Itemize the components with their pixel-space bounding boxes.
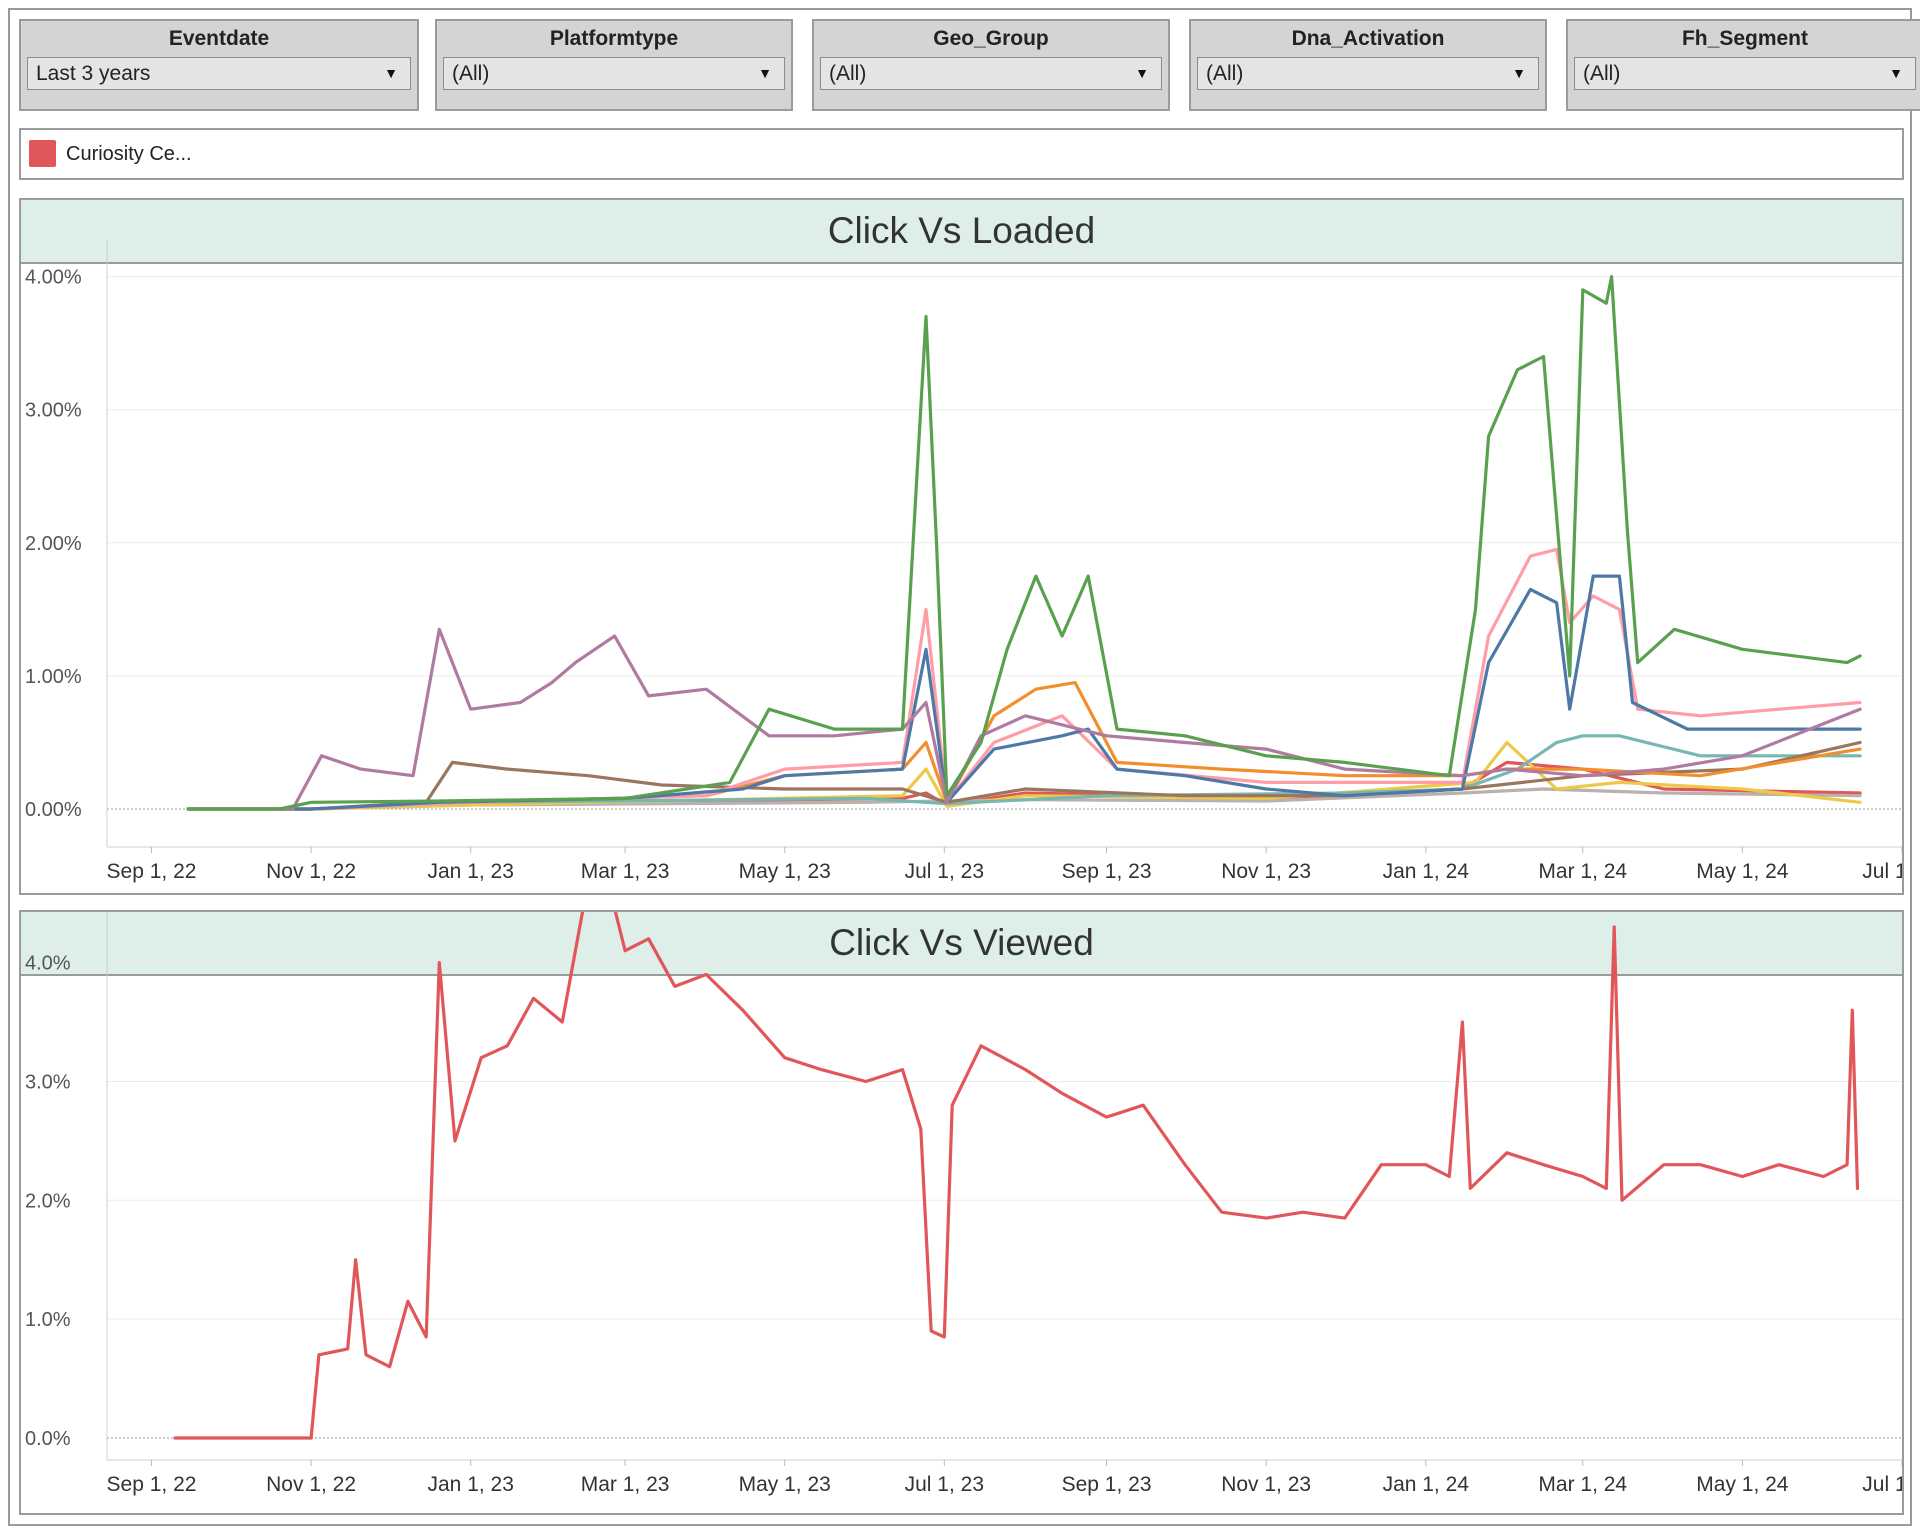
x-tick-label: Sep 1, 23	[1062, 860, 1152, 883]
x-tick-label: Nov 1, 23	[1221, 1473, 1311, 1496]
y-tick-label: 0.0%	[25, 1428, 71, 1450]
x-tick-label: Sep 1, 22	[107, 1473, 197, 1496]
series-line[interactable]	[186, 275, 1862, 811]
chart-title: Click Vs Viewed	[21, 912, 1902, 976]
x-tick-label: Jul 1, 23	[905, 860, 984, 883]
series-line[interactable]	[186, 627, 1862, 811]
series-line[interactable]	[186, 740, 1862, 811]
filter-platformtype: Platformtype (All) ▼	[435, 19, 793, 111]
x-tick-label: May 1, 24	[1696, 860, 1789, 883]
filter-dropdown[interactable]: (All) ▼	[1197, 57, 1539, 90]
y-tick-label: 3.00%	[25, 400, 82, 422]
filter-value: (All)	[1583, 62, 1621, 85]
legend-label[interactable]: Curiosity Ce...	[66, 143, 192, 165]
filter-fh-segment: Fh_Segment (All) ▼	[1566, 19, 1920, 111]
x-tick-label: Jul 1, 24	[1862, 1473, 1902, 1496]
x-tick-label: Mar 1, 23	[581, 1473, 670, 1496]
x-tick-label: May 1, 23	[739, 860, 831, 883]
filter-title: Platformtype	[549, 27, 679, 50]
color-legend: Curiosity Ce...	[19, 128, 1904, 180]
x-tick-label: Nov 1, 22	[266, 860, 356, 883]
chevron-down-icon[interactable]: ▼	[1512, 65, 1526, 81]
y-tick-label: 4.00%	[25, 267, 82, 289]
filter-dropdown[interactable]: (All) ▼	[820, 57, 1162, 90]
x-tick-label: Jul 1, 24	[1862, 860, 1902, 883]
x-tick-label: Jan 1, 23	[428, 860, 514, 883]
filter-dropdown[interactable]: (All) ▼	[443, 57, 785, 90]
x-tick-label: Nov 1, 23	[1221, 860, 1311, 883]
x-tick-label: Jan 1, 24	[1383, 860, 1470, 883]
series-line[interactable]	[173, 912, 1860, 1440]
x-tick-label: Sep 1, 23	[1062, 1473, 1152, 1496]
filter-dropdown[interactable]: (All) ▼	[1574, 57, 1916, 90]
x-tick-label: Nov 1, 22	[266, 1473, 356, 1496]
y-tick-label: 4.0%	[25, 953, 71, 975]
filter-value: (All)	[452, 62, 490, 85]
chevron-down-icon[interactable]: ▼	[1889, 65, 1903, 81]
filter-title: Dna_Activation	[1291, 27, 1445, 50]
y-tick-label: 2.00%	[25, 533, 82, 555]
x-tick-label: Sep 1, 22	[107, 860, 197, 883]
click-vs-viewed-panel: Click Vs Viewed 0.0%1.0%2.0%3.0%4.0%5.0%…	[19, 910, 1904, 1515]
y-tick-label: 0.00%	[25, 799, 82, 821]
chart-title: Click Vs Loaded	[21, 200, 1902, 264]
filter-title: Eventdate	[168, 27, 270, 50]
legend-swatch[interactable]	[29, 140, 56, 167]
filter-eventdate: Eventdate Last 3 years ▼	[19, 19, 419, 111]
y-tick-label: 1.00%	[25, 666, 82, 688]
x-tick-label: Jul 1, 23	[905, 1473, 984, 1496]
x-tick-label: Mar 1, 24	[1538, 860, 1627, 883]
x-tick-label: Mar 1, 23	[581, 860, 670, 883]
y-tick-label: 3.0%	[25, 1071, 71, 1093]
click-vs-loaded-chart: 0.00% 1.00% 2.00% 3.00% 4.00% Sep 1, 22 Nov 1,…	[25, 240, 1902, 883]
filter-title: Geo_Group	[933, 27, 1049, 50]
x-tick-label: May 1, 24	[1696, 1473, 1789, 1496]
filter-geo-group: Geo_Group (All) ▼	[812, 19, 1170, 111]
chevron-down-icon[interactable]: ▼	[1135, 65, 1149, 81]
filter-title: Fh_Segment	[1681, 27, 1809, 50]
chevron-down-icon[interactable]: ▼	[758, 65, 772, 81]
dashboard-frame	[8, 8, 1912, 1526]
x-tick-label: May 1, 23	[739, 1473, 831, 1496]
x-tick-label: Jan 1, 24	[1383, 1473, 1470, 1496]
filter-value: (All)	[829, 62, 867, 85]
series-line[interactable]	[186, 574, 1862, 811]
filter-dna-activation: Dna_Activation (All) ▼	[1189, 19, 1547, 111]
filter-dropdown[interactable]: Last 3 years ▼	[27, 57, 411, 90]
y-tick-label: 1.0%	[25, 1309, 71, 1331]
filter-value: (All)	[1206, 62, 1244, 85]
chevron-down-icon[interactable]: ▼	[384, 65, 398, 81]
series-line[interactable]	[186, 740, 1862, 811]
x-tick-label: Mar 1, 24	[1538, 1473, 1627, 1496]
x-tick-label: Jan 1, 23	[428, 1473, 514, 1496]
y-tick-label: 2.0%	[25, 1190, 71, 1212]
filter-value: Last 3 years	[36, 62, 151, 85]
click-vs-loaded-panel: Click Vs Loaded 0.00% 1.00% 2.00% 3.00% 4.00…	[19, 198, 1904, 895]
